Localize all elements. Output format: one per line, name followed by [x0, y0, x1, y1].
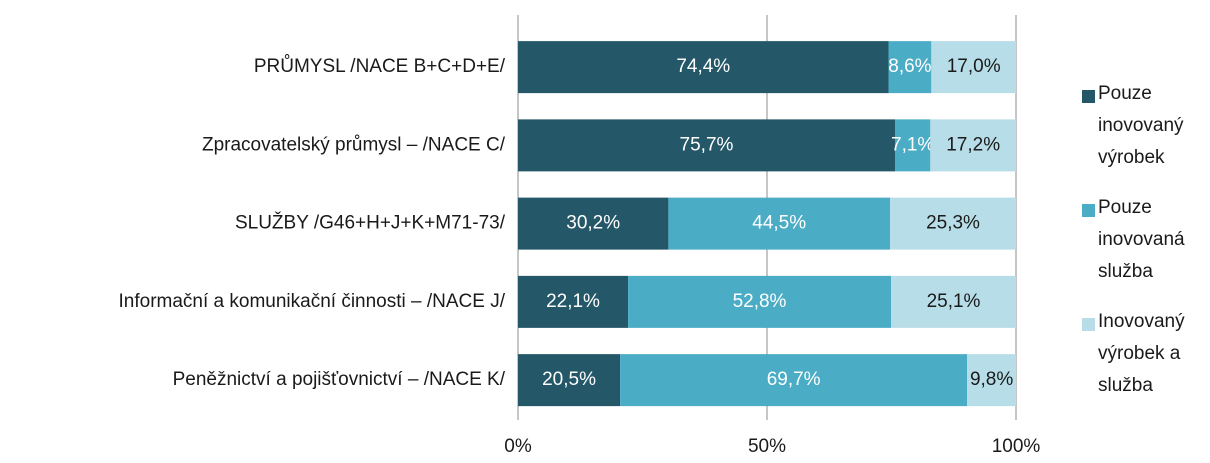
bar-segment [967, 354, 1016, 407]
category-label: Peněžnictví a pojišťovnictví – /NACE K/ [173, 369, 506, 390]
legend-swatch [1082, 90, 1095, 103]
bar-segment [518, 275, 629, 328]
bar-segment [890, 197, 1016, 250]
legend-label: Pouze inovovaný výrobek [1098, 83, 1184, 168]
value-label: 8,6% [888, 56, 931, 77]
value-label: 22,1% [546, 291, 600, 312]
x-tick-label: 0% [504, 436, 532, 457]
legend-label: Pouze inovovaná služba [1098, 197, 1185, 282]
legend-swatch [1082, 318, 1095, 331]
x-tick-label: 50% [748, 436, 786, 457]
category-label: Zpracovatelský průmysl – /NACE C/ [202, 134, 506, 155]
category-label: SLUŽBY /G46+H+J+K+M71-73/ [235, 212, 506, 234]
legend-swatch [1082, 204, 1095, 217]
value-label: 17,2% [946, 134, 1000, 155]
category-label: PRŮMYSL /NACE B+C+D+E/ [254, 55, 506, 77]
bar-segment [894, 119, 931, 172]
bar-segment [668, 197, 891, 250]
value-label: 7,1% [891, 134, 934, 155]
bar-segment [930, 119, 1016, 172]
value-label: 30,2% [566, 213, 620, 234]
bar-segment [620, 354, 968, 407]
value-label: 69,7% [767, 369, 821, 390]
bar-segment [888, 41, 932, 94]
legend-label: Inovovaný výrobek a služba [1098, 311, 1185, 396]
bar-segment [518, 197, 669, 250]
bar-segment [891, 275, 1016, 328]
bar-segment [931, 41, 1016, 94]
value-label: 17,0% [947, 56, 1001, 77]
bar-segment [628, 275, 892, 328]
category-label: Informační a komunikační činnosti – /NAC… [119, 291, 506, 312]
value-label: 74,4% [676, 56, 730, 77]
x-tick-label: 100% [992, 436, 1041, 457]
value-label: 25,3% [926, 213, 980, 234]
value-label: 9,8% [970, 369, 1013, 390]
value-label: 52,8% [733, 291, 787, 312]
bar-segment [518, 354, 621, 407]
bar-segment [518, 41, 889, 94]
value-label: 25,1% [927, 291, 981, 312]
bar-segment [518, 119, 895, 172]
value-label: 20,5% [542, 369, 596, 390]
value-label: 75,7% [680, 134, 734, 155]
value-label: 44,5% [752, 213, 806, 234]
